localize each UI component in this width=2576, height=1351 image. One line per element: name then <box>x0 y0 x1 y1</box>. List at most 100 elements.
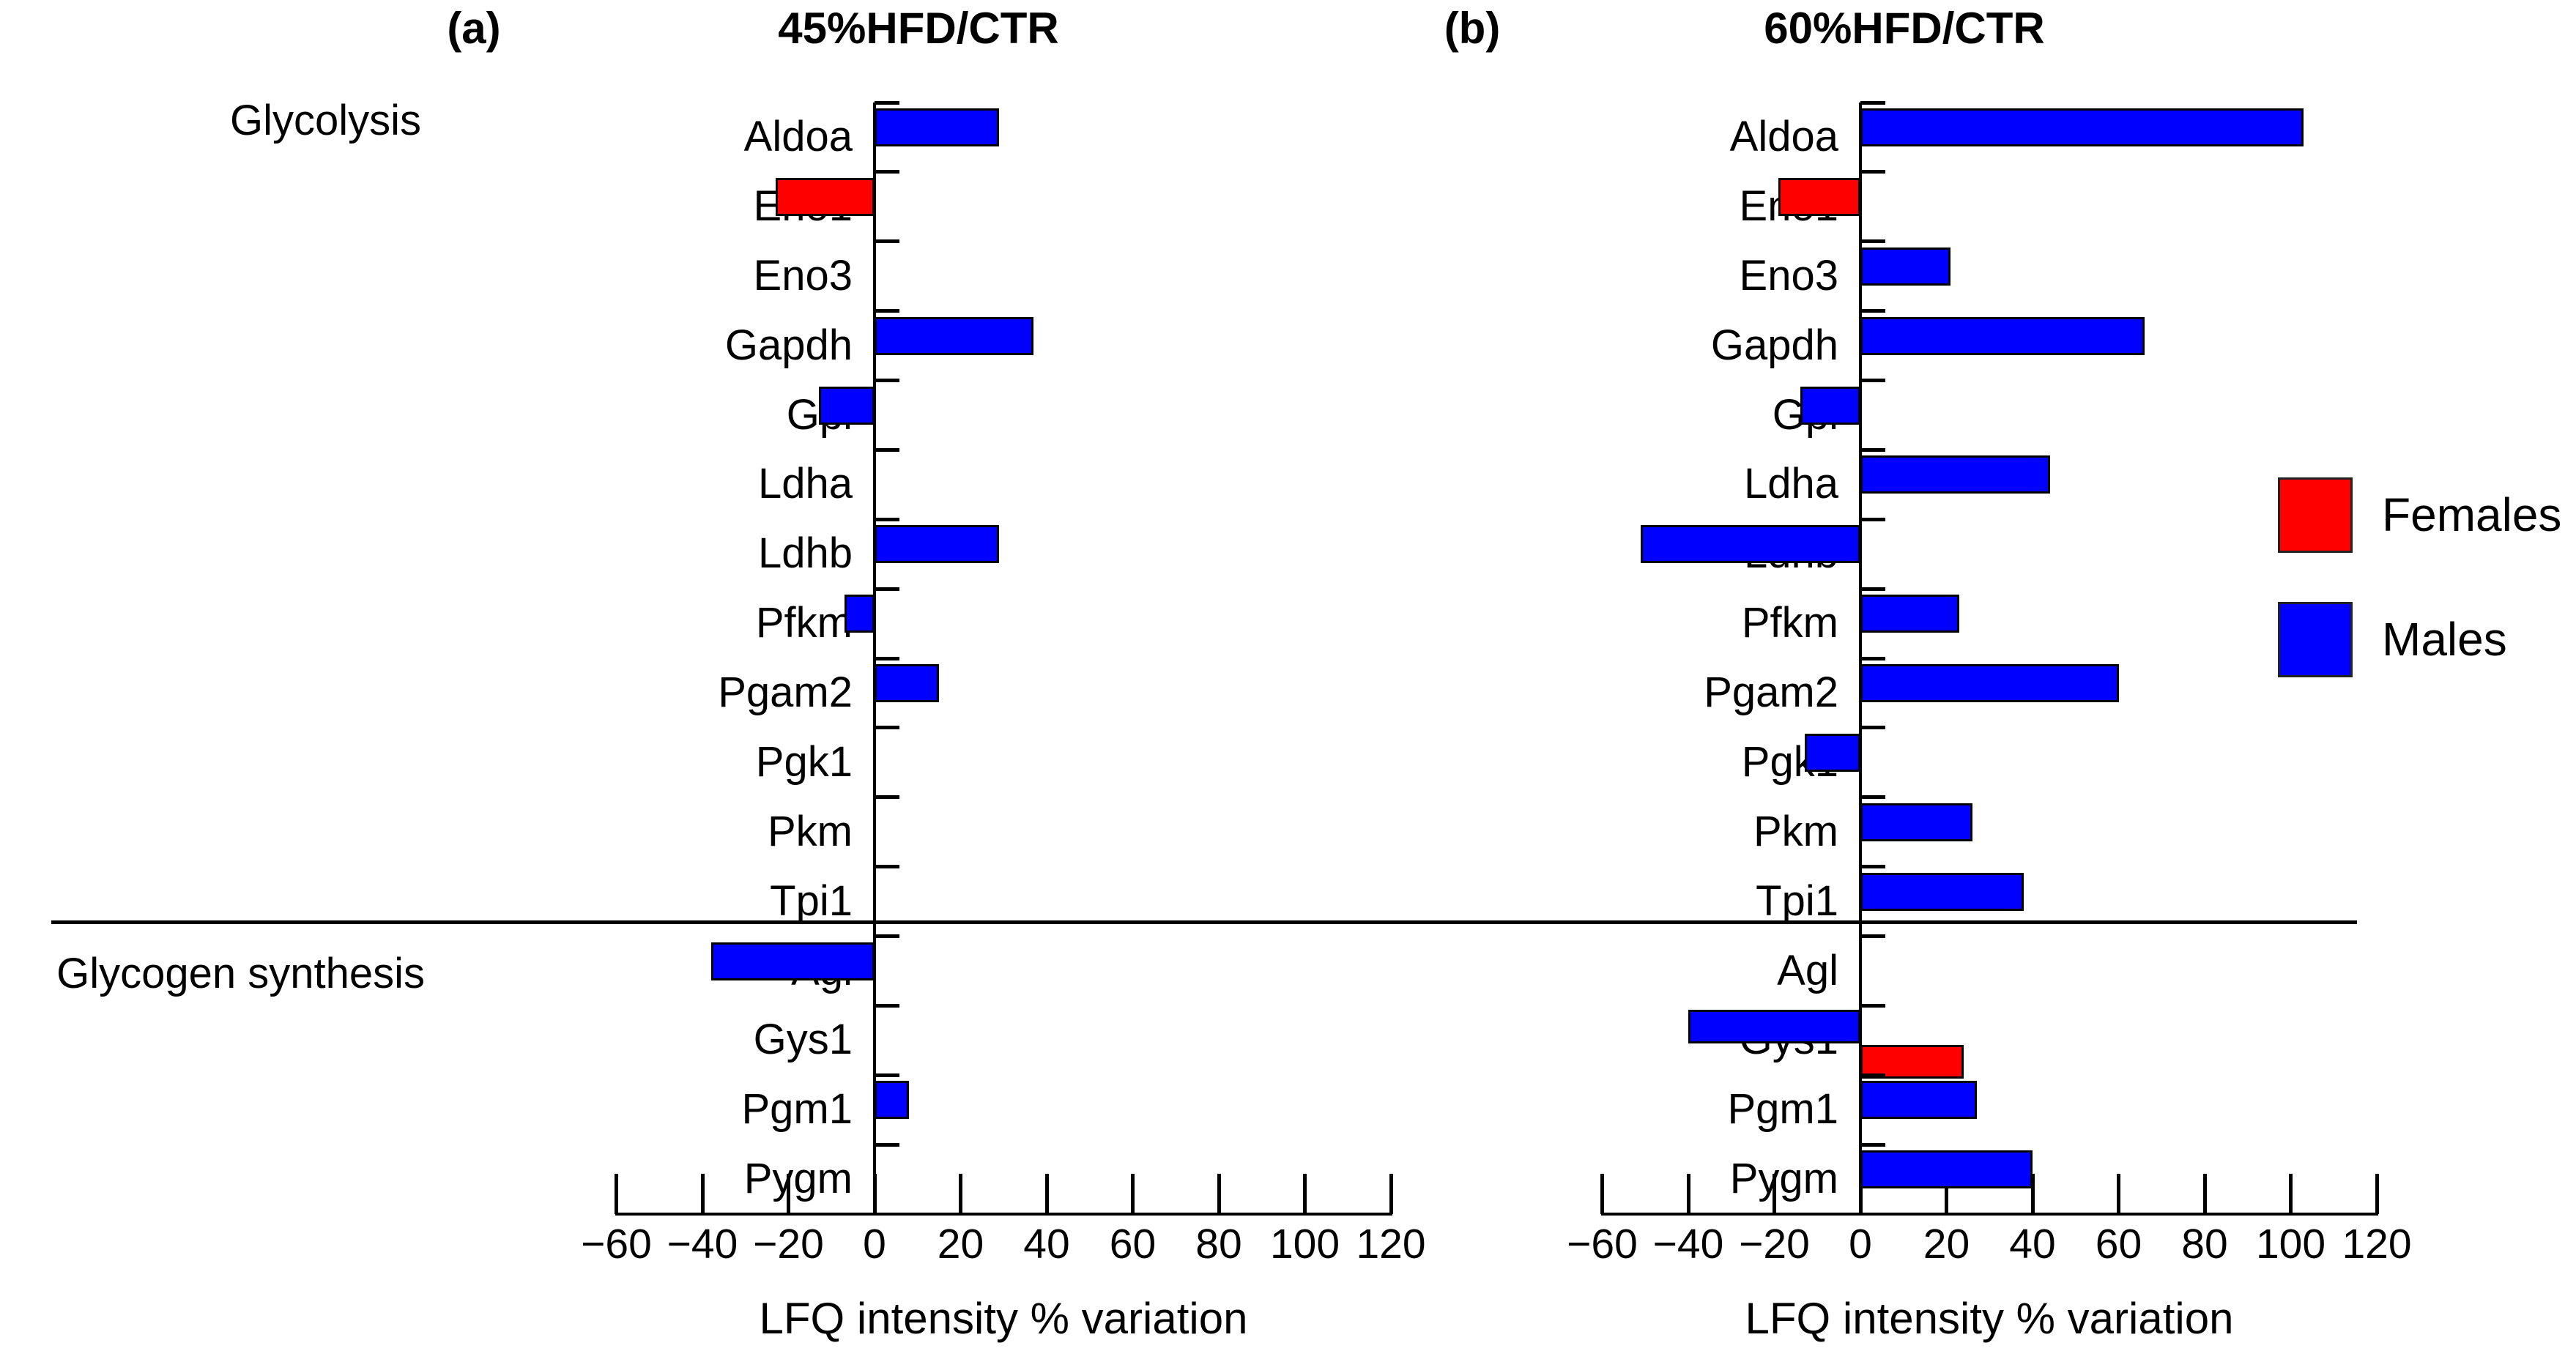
x-tick-b <box>1945 1174 1948 1214</box>
bar-females-gys1-b <box>1860 1045 1964 1079</box>
bar-males-gys1-b <box>1688 1010 1860 1044</box>
protein-label-ldha-b: Ldha <box>1743 460 1838 508</box>
y-tick-a <box>875 170 899 174</box>
y-tick-a <box>875 865 899 869</box>
bar-males-pgam2-a <box>875 664 940 702</box>
x-tick-label-b: 40 <box>2009 1221 2056 1268</box>
y-tick-a <box>875 656 899 660</box>
bar-males-pfkm-a <box>844 595 875 633</box>
protein-label-pygm-b: Pygm <box>1729 1155 1838 1203</box>
x-axis-label-a: LFQ intensity % variation <box>759 1294 1248 1343</box>
x-tick-a <box>1131 1174 1135 1214</box>
protein-label-agl-b: Agl <box>1777 946 1838 994</box>
protein-label-ldhb-a: Ldhb <box>757 529 853 578</box>
x-tick-b <box>2117 1174 2120 1214</box>
x-tick-b <box>2030 1174 2035 1214</box>
protein-label-pfkm-a: Pfkm <box>755 599 853 647</box>
y-tick-a <box>875 934 899 938</box>
protein-label-gpi-b: Gpi <box>1458 390 1838 441</box>
bar-males-tpi1-b <box>1860 872 2024 911</box>
x-tick-b <box>2289 1174 2293 1214</box>
x-tick-label-b: −60 <box>1567 1221 1638 1268</box>
y-tick-b <box>1860 726 1885 730</box>
y-tick-b <box>1860 1073 1885 1077</box>
bar-males-gapdh-a <box>875 316 1034 355</box>
legend-females-swatch <box>2278 477 2353 553</box>
y-tick-b <box>1860 100 1885 105</box>
y-tick-a <box>875 1142 899 1147</box>
y-tick-a <box>875 239 899 244</box>
protein-label-eno3-a: Eno3 <box>753 251 853 299</box>
bar-males-gpi-b <box>1800 386 1860 425</box>
protein-label-pgk1-b: Pgk1 <box>1741 737 1838 786</box>
y-tick-a <box>875 1003 899 1008</box>
bar-males-gapdh-b <box>1860 316 2145 355</box>
x-tick-label-b: 100 <box>2255 1221 2326 1268</box>
section-label-glycolysis: Glycolysis <box>229 97 421 144</box>
protein-label-pkm-a: Pkm <box>768 807 853 855</box>
bar-males-ldhb-b <box>1641 525 1860 564</box>
bar-females-eno1-a <box>775 177 875 216</box>
y-tick-b <box>1860 517 1885 521</box>
x-tick-b <box>2202 1174 2207 1214</box>
section-separator-line <box>51 920 2357 924</box>
y-tick-a <box>875 309 899 313</box>
y-tick-b <box>1860 309 1885 313</box>
y-tick-b <box>1860 656 1885 660</box>
bar-males-gpi-a <box>818 386 875 425</box>
bar-males-ldhb-a <box>875 525 1000 564</box>
legend-females-label: Females <box>2382 488 2562 541</box>
x-tick-label-b: 80 <box>2181 1221 2228 1268</box>
protein-label-gapdh-b: Gapdh <box>1710 321 1838 369</box>
x-tick-label-a: 100 <box>1269 1221 1340 1268</box>
x-tick-a <box>615 1174 618 1214</box>
panel-b-label: (b) <box>1444 4 1501 53</box>
y-tick-b <box>1860 587 1885 591</box>
bar-males-pygm-b <box>1860 1150 2033 1189</box>
x-tick-label-a: 80 <box>1195 1221 1242 1268</box>
x-tick-label-a: −40 <box>667 1221 738 1268</box>
x-tick-a <box>1044 1174 1049 1214</box>
bar-males-pgm1-a <box>875 1081 909 1120</box>
x-tick-b <box>1858 1174 1863 1214</box>
bar-males-aldoa-a <box>875 108 1000 146</box>
bar-males-pkm-b <box>1860 803 1972 841</box>
bar-males-ldha-b <box>1860 455 2050 494</box>
x-tick-label-b: −40 <box>1652 1221 1724 1268</box>
x-tick-a <box>1217 1174 1221 1214</box>
x-tick-label-a: 60 <box>1109 1221 1157 1268</box>
x-tick-label-b: 0 <box>1849 1221 1872 1268</box>
bar-males-pgm1-b <box>1860 1081 1977 1120</box>
x-tick-label-b: −20 <box>1739 1221 1810 1268</box>
bar-males-eno3-b <box>1860 247 1951 286</box>
y-tick-a <box>875 795 899 800</box>
y-tick-b <box>1860 1003 1885 1008</box>
protein-label-pgm1-a: Pgm1 <box>741 1085 853 1134</box>
x-tick-a <box>700 1174 705 1214</box>
x-tick-a <box>1303 1174 1307 1214</box>
y-tick-a <box>875 587 899 591</box>
y-tick-b <box>1860 379 1885 382</box>
y-tick-b <box>1860 795 1885 800</box>
protein-label-pkm-b: Pkm <box>1753 807 1838 855</box>
protein-label-eno3-b: Eno3 <box>1739 251 1838 299</box>
y-tick-b <box>1860 934 1885 938</box>
x-tick-a <box>1389 1174 1393 1214</box>
y-tick-b <box>1860 170 1885 174</box>
x-axis-a <box>615 1213 1392 1216</box>
x-tick-label-b: 60 <box>2095 1221 2142 1268</box>
legend-males-swatch <box>2278 602 2353 677</box>
x-tick-b <box>2375 1174 2379 1214</box>
bar-males-agl-a <box>710 942 875 980</box>
y-tick-a <box>875 517 899 521</box>
x-axis-b <box>1600 1213 2378 1216</box>
protein-label-tpi1-a: Tpi1 <box>770 877 853 925</box>
y-tick-a <box>875 1073 899 1077</box>
protein-label-pygm-a: Pygm <box>743 1155 853 1203</box>
protein-label-gapdh-a: Gapdh <box>724 321 853 369</box>
section-label-glycogen-synthesis: Glycogen synthesis <box>56 950 425 997</box>
x-tick-b <box>1773 1174 1776 1214</box>
protein-label-pgm1-b: Pgm1 <box>1727 1085 1838 1134</box>
y-tick-a <box>875 379 899 382</box>
